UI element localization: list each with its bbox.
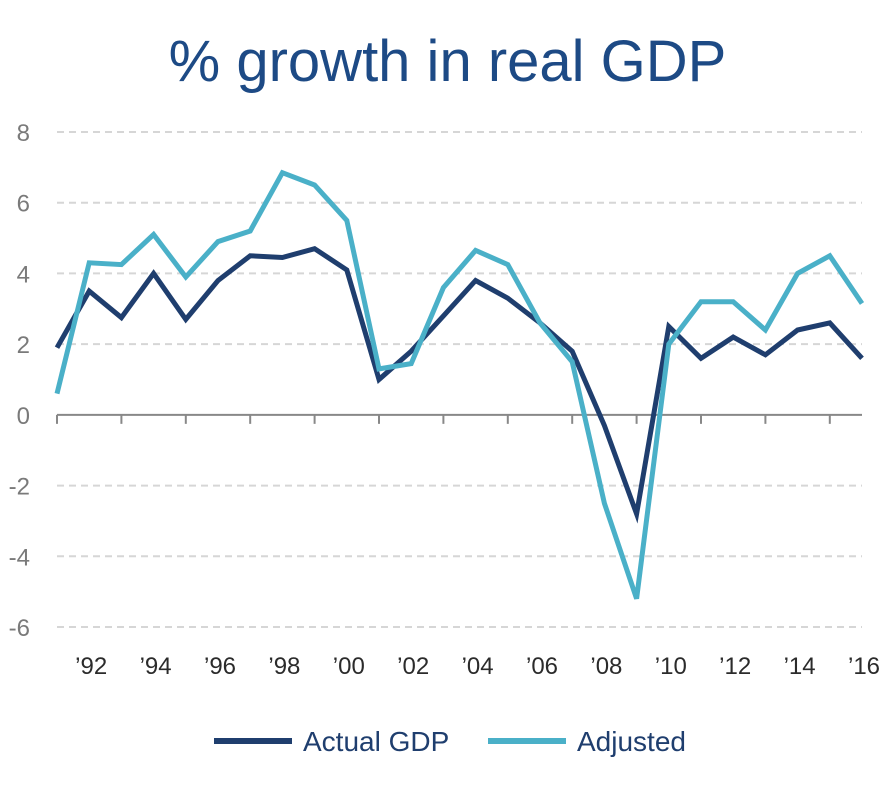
y-axis-ticks: 8 6 4 2 0 -2 -4 -6 (9, 120, 30, 642)
y-tick-label: -4 (9, 544, 30, 571)
x-tick-label: ’96 (204, 653, 236, 680)
x-tick-label: ’08 (590, 653, 622, 680)
y-tick-label: 4 (17, 261, 30, 288)
x-tick-label: ’98 (268, 653, 300, 680)
series-line-adjusted (54, 169, 865, 600)
y-tick-label: -6 (9, 615, 30, 642)
x-tick-label: ’10 (655, 653, 687, 680)
chart-title: % growth in real GDP (168, 29, 727, 94)
y-tick-label: 2 (17, 332, 30, 359)
legend-label: Actual GDP (303, 726, 449, 757)
legend-label: Adjusted (577, 726, 686, 757)
x-tick-label: ’00 (333, 653, 365, 680)
x-tick-label: ’12 (719, 653, 751, 680)
x-tick-label: ’02 (397, 653, 429, 680)
x-axis (56, 413, 862, 424)
y-tick-label: 6 (17, 191, 30, 218)
grid-lines (57, 131, 862, 628)
y-tick-label: 8 (17, 120, 30, 147)
series-line-actual-gdp (54, 245, 864, 524)
legend: Actual GDP Adjusted (214, 726, 686, 757)
x-tick-label: ’06 (526, 653, 558, 680)
series-lines (54, 169, 865, 600)
x-axis-ticks: ’92 ’94 ’96 ’98 ’00 ’02 ’04 ’06 ’08 ’10 ’12 ’14 ’16 (75, 653, 880, 680)
x-tick-label: ’14 (784, 653, 816, 680)
y-tick-label: -2 (9, 474, 30, 501)
x-tick-label: ’94 (140, 653, 172, 680)
y-tick-label: 0 (17, 403, 30, 430)
x-tick-label: ’92 (75, 653, 107, 680)
x-tick-label: ’04 (462, 653, 494, 680)
x-tick-label: ’16 (848, 653, 880, 680)
